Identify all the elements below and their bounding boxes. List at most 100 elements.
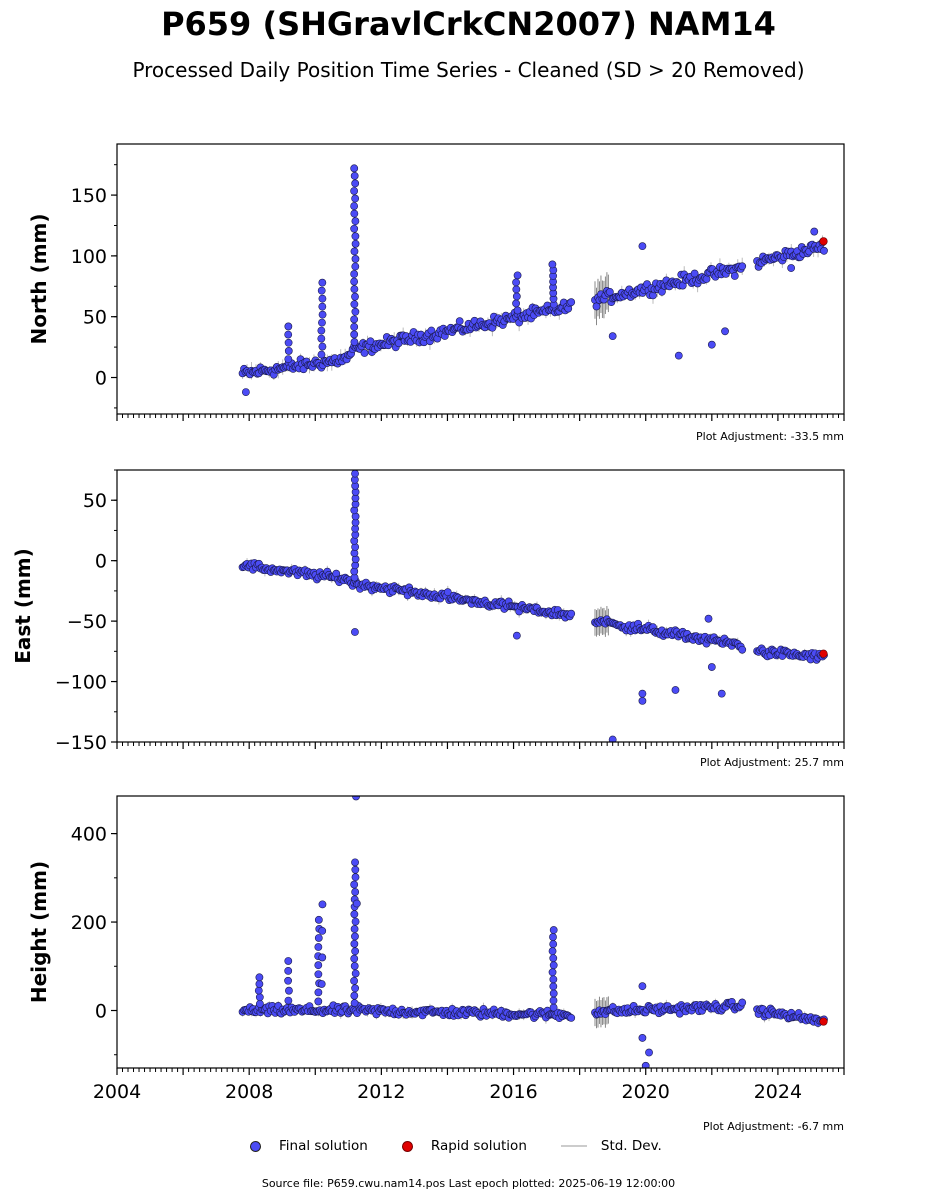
y-tick-label: 0 [95, 1001, 107, 1023]
final-solution-point [255, 980, 264, 988]
final-solution-point [512, 631, 521, 640]
final-solution-point [707, 340, 716, 349]
final-solution-point [567, 1013, 576, 1022]
final-solution-point [455, 317, 464, 326]
page-title: P659 (SHGravlCrkCN2007) NAM14 [161, 5, 776, 43]
final-solution-point [284, 338, 293, 347]
x-tick-label: 2012 [357, 1081, 405, 1103]
final-solution-point [549, 933, 557, 941]
final-solution-point [318, 900, 327, 909]
final-solution-point [671, 686, 680, 694]
final-solution-point [638, 982, 647, 991]
final-solution-point [284, 996, 293, 1005]
final-solution-point [512, 299, 520, 308]
final-solution-point [351, 917, 360, 926]
final-solution-point [350, 322, 359, 331]
final-solution-point [350, 285, 359, 294]
final-solution-point [284, 976, 292, 985]
final-solution-point [350, 999, 359, 1007]
final-solution-point [638, 1034, 647, 1042]
final-solution-point [674, 351, 683, 360]
final-solution-point [314, 943, 323, 951]
final-solution-point [513, 271, 522, 280]
final-solution-point [350, 247, 359, 256]
final-solution-point [350, 962, 359, 970]
x-tick-label: 2020 [622, 1081, 670, 1103]
final-solution-point [351, 262, 360, 271]
final-solution-point [351, 194, 360, 203]
final-solution-point [350, 277, 359, 286]
final-solution-point [351, 292, 359, 301]
final-solution-point [284, 966, 293, 975]
final-solution-point [351, 255, 360, 263]
final-solution-point [314, 934, 323, 942]
final-solution-point [351, 888, 360, 896]
final-solution-point [351, 628, 359, 636]
final-solution-point [350, 270, 359, 278]
final-solution-point [314, 961, 323, 970]
std-dev-line-icon [560, 1145, 587, 1147]
final-solution-point [549, 926, 558, 934]
final-solution-point [810, 227, 819, 236]
y-axis-label: North (mm) [27, 213, 51, 344]
final-solution-point [549, 961, 558, 970]
final-solution-point [318, 294, 327, 303]
final-solution-point [351, 858, 359, 867]
y-axis-label: Height (mm) [27, 861, 51, 1003]
final-solution-point [638, 696, 647, 705]
final-solution-point [284, 330, 293, 339]
final-solution-point [513, 306, 522, 315]
final-solution-point [351, 239, 360, 248]
y-tick-label: 200 [71, 912, 107, 934]
final-solution-point [285, 986, 293, 995]
final-solution-point [638, 689, 647, 698]
final-solution-point [605, 288, 614, 296]
panel-0-points [238, 164, 828, 397]
page-subtitle: Processed Daily Position Time Series - C… [132, 58, 805, 82]
final-solution-point [645, 1048, 653, 1057]
final-solution-point [351, 307, 360, 316]
final-solution-point [512, 278, 520, 287]
legend-rapid: Rapid solution [401, 1138, 527, 1154]
final-solution-point [351, 232, 360, 241]
y-tick-label: 50 [83, 307, 107, 329]
source-file-note: Source file: P659.cwu.nam14.pos Last epo… [261, 1177, 676, 1190]
final-solution-point [318, 318, 326, 327]
final-solution-point [738, 998, 747, 1007]
final-solution-point [350, 991, 359, 1000]
final-solution-point [284, 355, 293, 364]
final-solution-point [350, 910, 359, 919]
final-solution-point [318, 953, 327, 962]
final-solution-point [549, 954, 558, 963]
final-solution-point [314, 915, 323, 924]
x-tick-label: 2004 [93, 1081, 141, 1103]
rapid-solution-point [819, 237, 828, 246]
final-solution-point [318, 302, 327, 311]
final-solution-point [318, 310, 327, 319]
final-solution-point [317, 334, 326, 343]
y-tick-label: −50 [67, 611, 107, 633]
final-solution-point [284, 322, 293, 331]
y-tick-label: −100 [55, 672, 107, 694]
final-solution-marker-icon [250, 1140, 261, 1152]
final-solution-point [704, 614, 713, 623]
y-tick-label: 150 [71, 185, 107, 207]
final-solution-point [317, 980, 326, 988]
legend-final: Final solution [250, 1138, 368, 1154]
final-solution-point [284, 957, 293, 965]
final-solution-point [548, 260, 557, 269]
legend-std-label: Std. Dev. [600, 1138, 662, 1154]
final-solution-point [549, 975, 558, 984]
final-solution-point [350, 880, 359, 889]
final-solution-point [350, 315, 359, 324]
final-solution-point [787, 264, 796, 272]
final-solution-point [350, 976, 359, 985]
final-solution-point [351, 984, 360, 993]
final-solution-point [350, 209, 359, 218]
final-solution-point [352, 899, 361, 908]
final-solution-point [549, 1003, 558, 1012]
panel-1-points [238, 470, 828, 742]
north-plot-adjustment: Plot Adjustment: -33.5 mm [696, 430, 844, 443]
